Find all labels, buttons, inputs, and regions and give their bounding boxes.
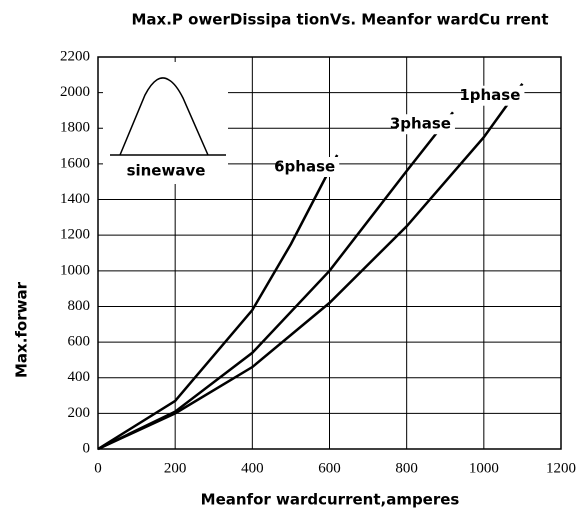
x-tick-label: 600 [318, 460, 341, 476]
series-label: 6phase [274, 158, 335, 176]
y-tick-label: 1000 [60, 262, 90, 278]
label-bg [396, 114, 455, 135]
sine-icon [119, 77, 209, 156]
label-bg [466, 85, 525, 106]
annotation: sinewave [127, 162, 206, 180]
series-line [97, 111, 454, 451]
chart-title: Max.P owerDissipa tionVs. Meanfor wardCu… [132, 11, 549, 29]
y-tick-label: 800 [68, 298, 91, 314]
y-tick-label: 400 [68, 369, 91, 385]
y-tick-label: 1400 [60, 191, 90, 207]
y-tick-label: 200 [68, 405, 91, 421]
x-axis-label: Meanfor wardcurrent,amperes [201, 491, 460, 509]
x-tick-label: 1200 [546, 460, 576, 476]
series-line [97, 154, 339, 451]
inset-bg [103, 62, 228, 184]
x-tick-label: 1000 [469, 460, 499, 476]
x-tick-label: 0 [94, 460, 102, 476]
y-tick-label: 600 [68, 334, 91, 350]
y-tick-label: 1600 [60, 155, 90, 171]
series-label: 1phase [459, 86, 520, 104]
y-axis-label: Max.forwar [13, 281, 31, 378]
label-bg [281, 157, 340, 177]
y-tick-label: 1800 [60, 120, 90, 136]
y-tick-label: 2200 [60, 48, 90, 64]
series-label: 3phase [390, 115, 451, 133]
series-line [97, 82, 524, 451]
y-tick-label: 1200 [60, 227, 90, 243]
y-tick-label: 2000 [60, 84, 90, 100]
x-tick-label: 800 [395, 460, 418, 476]
x-tick-label: 400 [241, 460, 264, 476]
y-tick-label: 0 [83, 440, 91, 456]
x-tick-label: 200 [164, 460, 187, 476]
